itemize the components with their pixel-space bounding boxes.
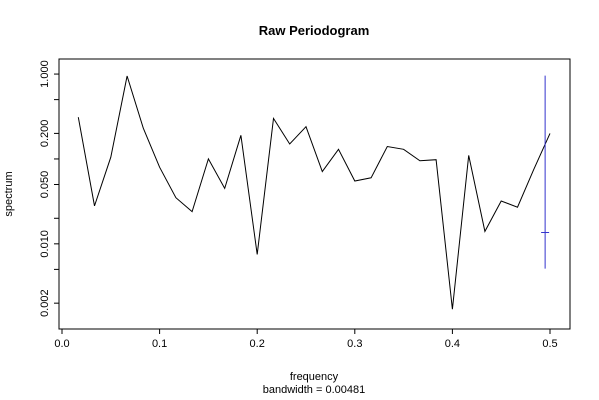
x-axis: 0.0 0.1 0.2 0.3 0.4 0.5 [54,329,558,350]
plot-frame [58,58,571,330]
series-line [77,75,551,310]
y-axis: 0.002 0.010 0.050 0.200 1.000 [39,60,59,317]
confidence-bar [541,75,550,269]
x-tick-label: 0.0 [54,338,69,350]
y-axis-label: spectrum [3,171,15,216]
x-tick-label: 0.2 [250,338,265,350]
x-tick-label: 0.5 [542,338,557,350]
x-axis-label: frequency [290,371,339,383]
y-tick-label: 0.050 [39,171,51,199]
y-tick-label: 0.002 [39,289,51,317]
series-layer [77,75,551,310]
y-tick-label: 0.200 [39,120,51,148]
chart-title: Raw Periodogram [259,23,370,38]
y-tick-label: 1.000 [39,60,51,88]
x-tick-label: 0.3 [347,338,362,350]
y-tick-label: 0.010 [39,230,51,258]
x-tick-label: 0.1 [152,338,167,350]
x-axis-sublabel: bandwidth = 0.00481 [263,384,365,396]
x-tick-label: 0.4 [445,338,460,350]
